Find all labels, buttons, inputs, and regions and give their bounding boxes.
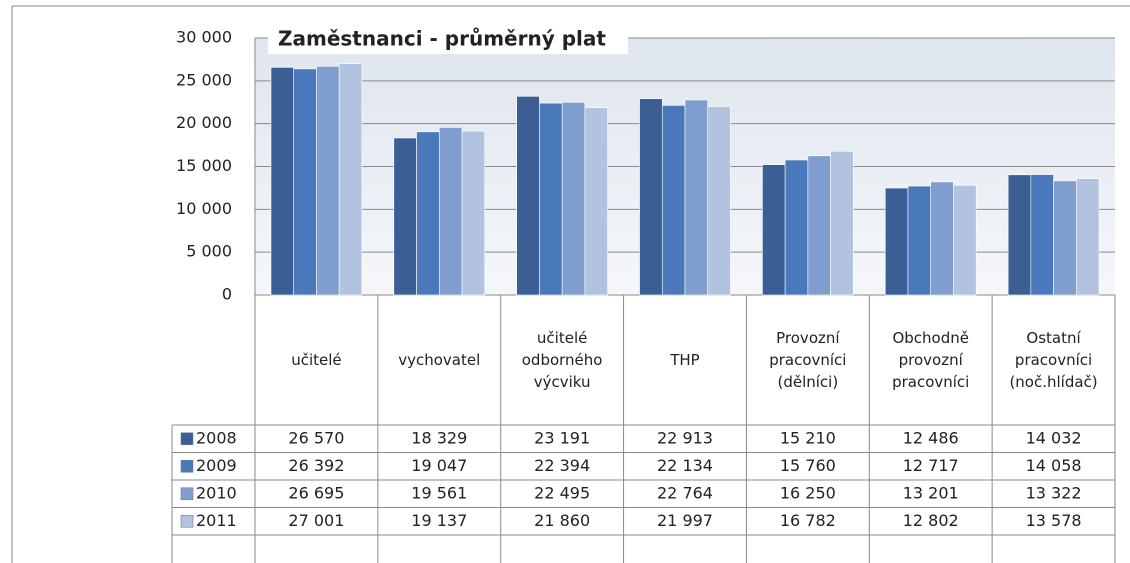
table-value: 21 860 — [534, 511, 590, 530]
bar — [784, 159, 809, 296]
table-value: 13 201 — [903, 483, 959, 502]
table-value: 26 570 — [288, 428, 344, 447]
table-value: 16 250 — [780, 483, 836, 502]
table-value: 19 561 — [411, 483, 467, 502]
bar — [1030, 174, 1054, 296]
table-value: 21 997 — [657, 511, 713, 530]
bar — [661, 105, 686, 296]
y-tick-label: 0 — [222, 285, 232, 304]
bar — [516, 96, 540, 296]
legend-label: 2008 — [196, 428, 237, 447]
legend-key — [180, 459, 194, 473]
bar — [953, 185, 977, 296]
y-tick-label: 30 000 — [176, 28, 232, 47]
table-value: 22 134 — [657, 456, 713, 475]
x-tick-label: Ostatní pracovníci (noč.hlídač) — [1009, 329, 1098, 391]
table-value: 22 495 — [534, 483, 590, 502]
bar — [293, 68, 317, 296]
table-value: 23 191 — [534, 428, 590, 447]
y-tick-label: 5 000 — [186, 242, 232, 261]
bar — [907, 185, 932, 296]
table-value: 12 717 — [903, 456, 959, 475]
table-value: 26 392 — [288, 456, 344, 475]
bar — [561, 101, 586, 296]
table-value: 19 137 — [411, 511, 467, 530]
title-box — [268, 26, 628, 54]
bar — [584, 107, 608, 296]
bar — [762, 164, 786, 296]
bar — [393, 137, 417, 296]
table-value: 13 322 — [1026, 483, 1082, 502]
bar — [639, 98, 663, 296]
table-value: 22 764 — [657, 483, 713, 502]
bar — [338, 63, 363, 296]
table-value: 14 032 — [1026, 428, 1082, 447]
bar — [316, 66, 340, 296]
x-tick-label: vychovatel — [398, 351, 481, 369]
table-value: 18 329 — [411, 428, 467, 447]
y-tick-label: 15 000 — [176, 156, 232, 175]
y-tick-label: 10 000 — [176, 199, 232, 218]
table-value: 15 760 — [780, 456, 836, 475]
table-value: 22 394 — [534, 456, 590, 475]
table-value: 26 695 — [288, 483, 344, 502]
legend-label: 2009 — [196, 456, 237, 475]
bar — [461, 130, 486, 296]
bar — [684, 99, 709, 296]
legend-key — [180, 514, 194, 528]
table-value: 16 782 — [780, 511, 836, 530]
bar — [807, 155, 831, 296]
bar — [1076, 178, 1100, 296]
bar — [539, 102, 563, 296]
chart-title: Zaměstnanci - průměrný plat — [278, 27, 606, 51]
legend-label: 2011 — [196, 511, 237, 530]
bar — [930, 181, 954, 296]
bar — [1053, 180, 1077, 296]
x-tick-label: THP — [670, 351, 700, 369]
bar — [438, 127, 463, 296]
bar — [270, 67, 295, 296]
table-value: 12 486 — [903, 428, 959, 447]
bar — [416, 131, 440, 296]
x-tick-label: učitelé — [291, 351, 342, 369]
legend-key — [180, 487, 194, 501]
table-value: 19 047 — [411, 456, 467, 475]
bar — [1007, 174, 1032, 296]
bar — [707, 106, 731, 296]
table-value: 15 210 — [780, 428, 836, 447]
table-value: 12 802 — [903, 511, 959, 530]
bar — [884, 187, 909, 296]
table-value: 13 578 — [1026, 511, 1082, 530]
x-tick-label: Provozní pracovníci (dělníci) — [769, 329, 847, 391]
table-value: 14 058 — [1026, 456, 1082, 475]
x-tick-label: učitelé odborného výcviku — [521, 329, 603, 391]
table-value: 27 001 — [288, 511, 344, 530]
y-tick-label: 25 000 — [176, 70, 232, 89]
y-tick-label: 20 000 — [176, 113, 232, 132]
bar — [830, 150, 854, 296]
legend-key — [180, 432, 194, 446]
legend-label: 2010 — [196, 483, 237, 502]
table-value: 22 913 — [657, 428, 713, 447]
x-tick-label: Obchodně provozní pracovníci — [892, 329, 970, 391]
